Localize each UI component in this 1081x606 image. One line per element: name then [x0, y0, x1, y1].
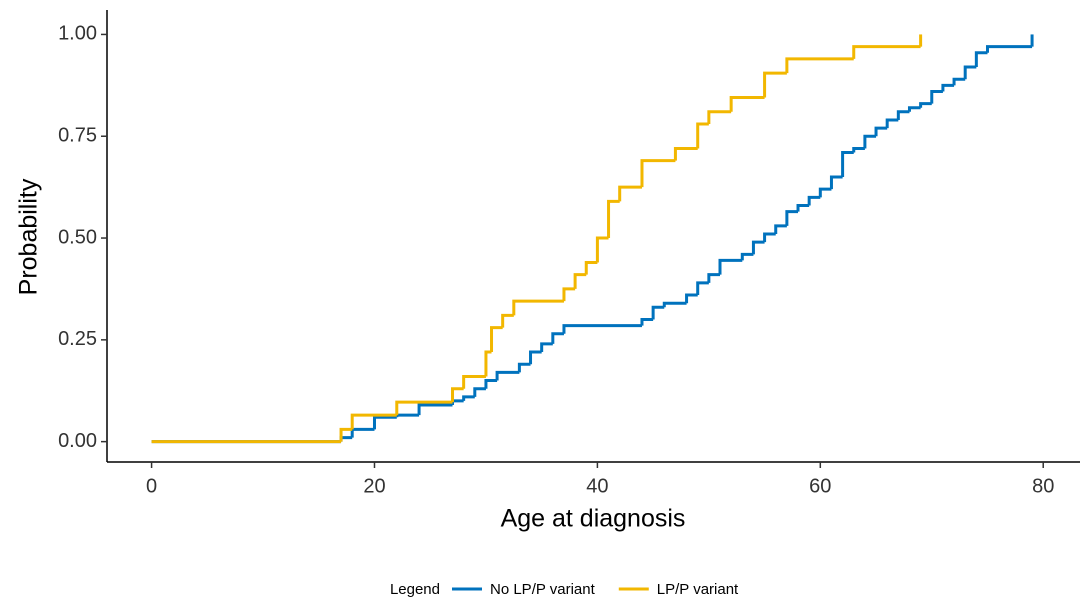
step-segment	[395, 400, 453, 416]
step-segment	[707, 110, 732, 125]
y-tick-label: 0.50	[58, 226, 97, 248]
step-segment	[696, 281, 709, 296]
legend-label: LP/P variant	[657, 581, 739, 598]
step-segment	[963, 65, 977, 80]
y-tick-label: 0.25	[58, 328, 97, 350]
step-segment	[350, 427, 375, 438]
step-segment	[941, 83, 955, 92]
step-segment	[785, 210, 799, 226]
step-segment	[490, 326, 503, 353]
legend-label: No LP/P variant	[490, 581, 596, 598]
step-segment	[417, 403, 453, 416]
step-segment	[696, 122, 709, 149]
step-segment	[852, 146, 865, 153]
step-segment	[462, 374, 486, 389]
step-segment	[562, 324, 642, 334]
x-tick-label: 40	[586, 475, 608, 497]
x-tick-label: 80	[1032, 475, 1054, 497]
step-segment	[974, 51, 988, 68]
step-segment	[618, 185, 642, 202]
step-segment	[707, 273, 721, 283]
step-segment	[512, 299, 564, 316]
step-segment	[796, 203, 810, 212]
step-segment	[841, 151, 854, 177]
step-segment	[729, 96, 765, 112]
step-segment	[395, 413, 420, 418]
step-segment	[662, 301, 687, 308]
step-segment	[785, 57, 854, 74]
step-segment	[751, 240, 765, 255]
step-segment	[339, 427, 353, 442]
step-segment	[774, 224, 787, 234]
step-segment	[952, 77, 966, 86]
step-segment	[640, 317, 654, 326]
x-axis-title: Age at diagnosis	[501, 505, 686, 533]
step-segment	[350, 413, 397, 430]
y-tick-label: 0.75	[58, 125, 97, 147]
step-segment	[896, 110, 910, 120]
step-segment	[451, 387, 464, 403]
step-segment	[985, 45, 1033, 53]
step-segment	[495, 370, 520, 381]
step-segment	[885, 118, 899, 129]
step-segment	[451, 399, 464, 405]
step-segment	[484, 350, 492, 377]
step-segment	[529, 350, 542, 365]
x-tick-label: 20	[363, 475, 385, 497]
x-tick-label: 60	[809, 475, 831, 497]
step-segment	[540, 342, 553, 353]
step-segment	[501, 313, 514, 328]
step-segment	[607, 199, 620, 239]
step-segment	[372, 415, 397, 430]
step-segment	[863, 134, 877, 149]
step-segment	[517, 362, 531, 373]
step-segment	[718, 258, 743, 275]
step-segment	[640, 159, 676, 188]
step-segment	[763, 71, 787, 98]
step-segment	[818, 187, 832, 198]
step-segment	[930, 89, 943, 104]
step-segment	[874, 126, 888, 137]
y-tick-label: 0.00	[58, 430, 97, 452]
step-segment	[462, 395, 475, 401]
step-segment	[907, 106, 921, 112]
x-tick-label: 0	[146, 475, 157, 497]
step-segment	[763, 232, 776, 243]
step-segment	[829, 175, 843, 190]
step-segment	[595, 236, 609, 263]
legend-title: Legend	[390, 581, 440, 598]
step-segment	[685, 293, 698, 304]
step-segment	[651, 305, 665, 320]
y-tick-label: 1.00	[58, 23, 97, 45]
step-segment	[339, 436, 353, 442]
step-segment	[673, 146, 698, 161]
step-segment	[740, 252, 754, 261]
step-segment	[473, 387, 486, 397]
step-segment	[919, 102, 932, 108]
step-segment	[484, 379, 498, 389]
y-axis-title: Probability	[15, 178, 43, 295]
step-segment	[551, 332, 564, 344]
step-segment	[573, 273, 587, 289]
step-segment	[562, 287, 576, 302]
step-segment	[584, 260, 598, 275]
step-segment	[852, 45, 921, 59]
step-segment	[807, 195, 821, 206]
